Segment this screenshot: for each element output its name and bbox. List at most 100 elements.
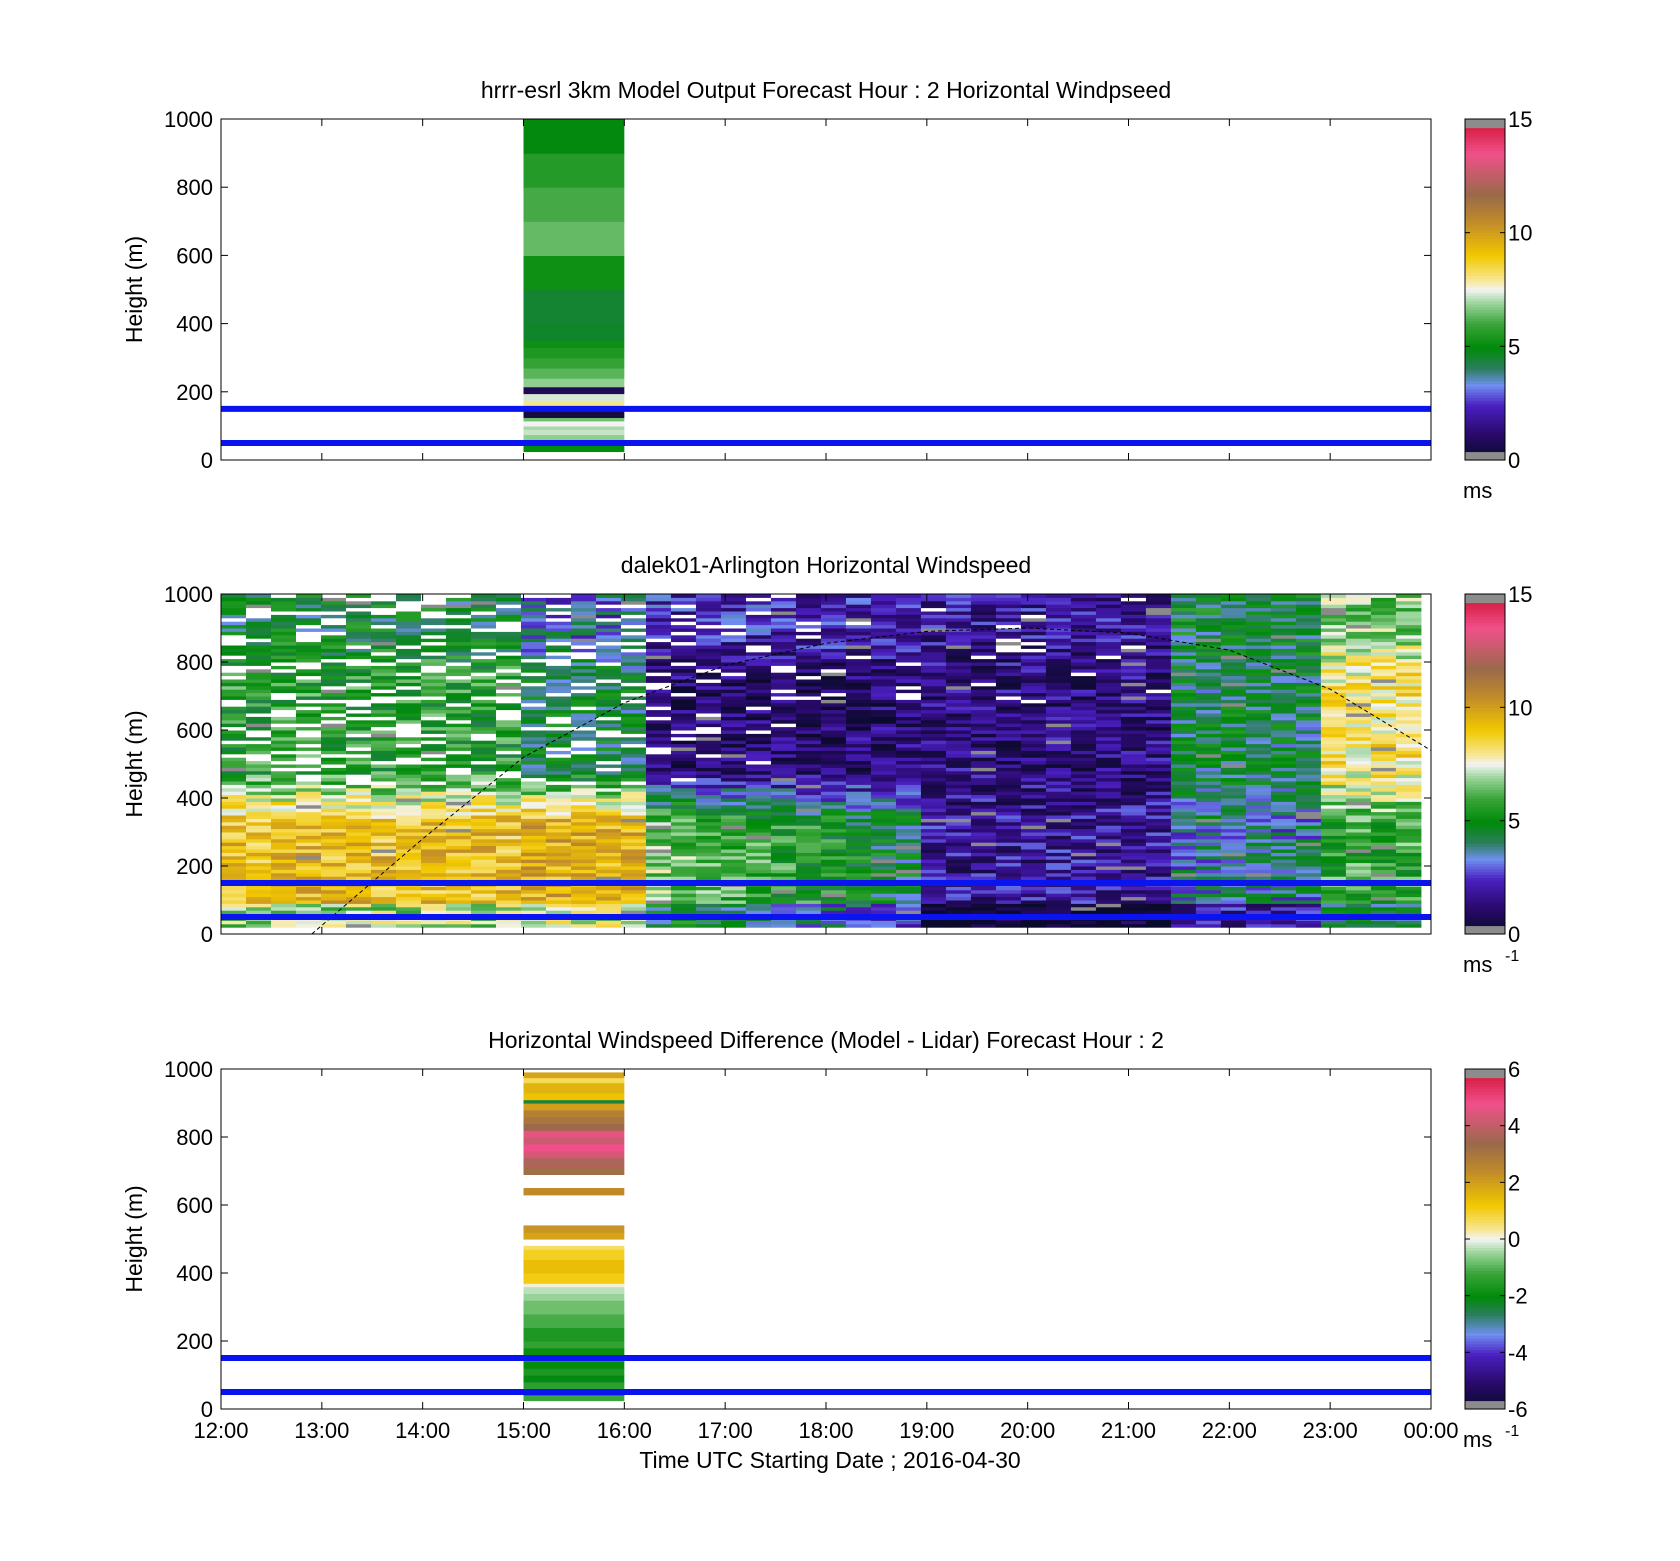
heatmap-cell bbox=[770, 920, 797, 925]
heatmap-cell bbox=[745, 852, 772, 857]
heatmap-cell bbox=[320, 662, 347, 666]
heatmap-cell bbox=[545, 747, 572, 751]
heatmap-cell bbox=[1395, 641, 1422, 646]
heatmap-cell bbox=[970, 757, 997, 762]
colorbar-swatch bbox=[1465, 317, 1505, 322]
heatmap-cell bbox=[1170, 611, 1197, 615]
heatmap-cell bbox=[520, 607, 547, 612]
heatmap-cell bbox=[1120, 692, 1147, 697]
heatmap-cell bbox=[670, 723, 697, 728]
heatmap-cell bbox=[1045, 617, 1072, 622]
heatmap-cell bbox=[445, 828, 472, 833]
heatmap-cell bbox=[320, 835, 347, 840]
heatmap-cell bbox=[895, 645, 922, 649]
heatmap-cell bbox=[1320, 743, 1347, 748]
colorbar-swatch bbox=[1465, 190, 1505, 194]
heatmap-cell bbox=[645, 866, 672, 870]
heatmap-cell bbox=[1020, 651, 1047, 656]
heatmap-cell bbox=[1370, 668, 1397, 673]
heatmap-cell bbox=[695, 859, 722, 864]
heatmap-cell bbox=[870, 716, 897, 721]
heatmap-cell bbox=[1345, 923, 1372, 928]
heatmap-cell bbox=[245, 869, 272, 874]
heatmap-cell bbox=[820, 668, 847, 673]
heatmap-cell bbox=[520, 835, 547, 840]
heatmap-cell bbox=[595, 641, 622, 646]
heatmap-cell bbox=[345, 903, 372, 908]
heatmap-cell bbox=[1370, 594, 1397, 598]
heatmap-cell bbox=[1345, 774, 1372, 779]
heatmap-cell bbox=[920, 886, 947, 891]
heatmap-cell bbox=[370, 842, 397, 847]
heatmap-cell bbox=[670, 675, 697, 680]
heatmap-cell bbox=[445, 855, 472, 860]
heatmap-cell bbox=[845, 906, 872, 911]
heatmap-cell bbox=[995, 723, 1022, 728]
heatmap-cell bbox=[320, 743, 347, 748]
heatmap-cell bbox=[345, 594, 372, 598]
heatmap-cell bbox=[1195, 801, 1222, 806]
heatmap-cell bbox=[1320, 869, 1347, 874]
heatmap-cell bbox=[1370, 801, 1397, 806]
heatmap-cell bbox=[695, 845, 722, 850]
heatmap-cell bbox=[1170, 784, 1197, 789]
heatmap-cell bbox=[470, 886, 497, 891]
heatmap-cell bbox=[1045, 706, 1072, 711]
heatmap-cell bbox=[1270, 672, 1297, 677]
heatmap-cell bbox=[245, 611, 272, 615]
heatmap-cell bbox=[1195, 743, 1222, 748]
heatmap-cell bbox=[420, 682, 447, 687]
heatmap-cell bbox=[645, 774, 672, 779]
heatmap-cell bbox=[1270, 730, 1297, 734]
heatmap-cell bbox=[1095, 852, 1122, 857]
heatmap-cell bbox=[445, 886, 472, 891]
heatmap-cell bbox=[745, 859, 772, 864]
heatmap-cell bbox=[345, 726, 372, 731]
heatmap-cell bbox=[570, 617, 597, 622]
heatmap-cell bbox=[470, 658, 497, 663]
heatmap-cell bbox=[1195, 719, 1222, 724]
colorbar-swatch bbox=[1465, 238, 1505, 242]
heatmap-cell bbox=[445, 607, 472, 612]
heatmap-cell bbox=[1045, 658, 1072, 663]
heatmap-cell bbox=[420, 628, 447, 632]
heatmap-cell bbox=[795, 648, 822, 653]
heatmap-cell bbox=[470, 872, 497, 877]
colorbar-swatch bbox=[1465, 377, 1505, 382]
heatmap-cell bbox=[970, 611, 997, 615]
heatmap-cell bbox=[1245, 648, 1272, 653]
heatmap-cell bbox=[795, 706, 822, 711]
heatmap-cell bbox=[395, 855, 422, 860]
heatmap-cell bbox=[745, 706, 772, 711]
heatmap-cell bbox=[720, 889, 747, 894]
heatmap-cell bbox=[420, 811, 447, 816]
heatmap-cell bbox=[1095, 821, 1122, 826]
heatmap-cell bbox=[1220, 607, 1247, 612]
heatmap-cell bbox=[495, 719, 522, 724]
heatmap-cell bbox=[345, 617, 372, 622]
heatmap-cell bbox=[1270, 767, 1297, 772]
heatmap-cell bbox=[1370, 859, 1397, 864]
heatmap-cell bbox=[1220, 808, 1247, 813]
heatmap-cell bbox=[895, 767, 922, 772]
heatmap-cell bbox=[1345, 753, 1372, 758]
heatmap-cell bbox=[1295, 838, 1322, 843]
heatmap-cell bbox=[945, 767, 972, 772]
colorbar-swatch bbox=[1465, 914, 1505, 918]
heatmap-cell bbox=[1195, 923, 1222, 928]
heatmap-cell bbox=[295, 638, 322, 643]
heatmap-cell bbox=[1045, 709, 1072, 714]
heatmap-cell bbox=[320, 842, 347, 847]
heatmap-cell bbox=[1095, 855, 1122, 860]
heatmap-cell bbox=[495, 614, 522, 619]
heatmap-cell bbox=[320, 849, 347, 853]
heatmap-cell bbox=[645, 753, 672, 758]
heatmap-cell bbox=[995, 726, 1022, 731]
heatmap-cell bbox=[320, 668, 347, 673]
heatmap-cell bbox=[895, 787, 922, 792]
y-tick-label: 800 bbox=[176, 650, 213, 675]
heatmap-cell bbox=[345, 692, 372, 697]
heatmap-cell bbox=[221, 876, 247, 881]
heatmap-cell bbox=[1320, 689, 1347, 694]
heatmap-cell bbox=[270, 757, 297, 762]
